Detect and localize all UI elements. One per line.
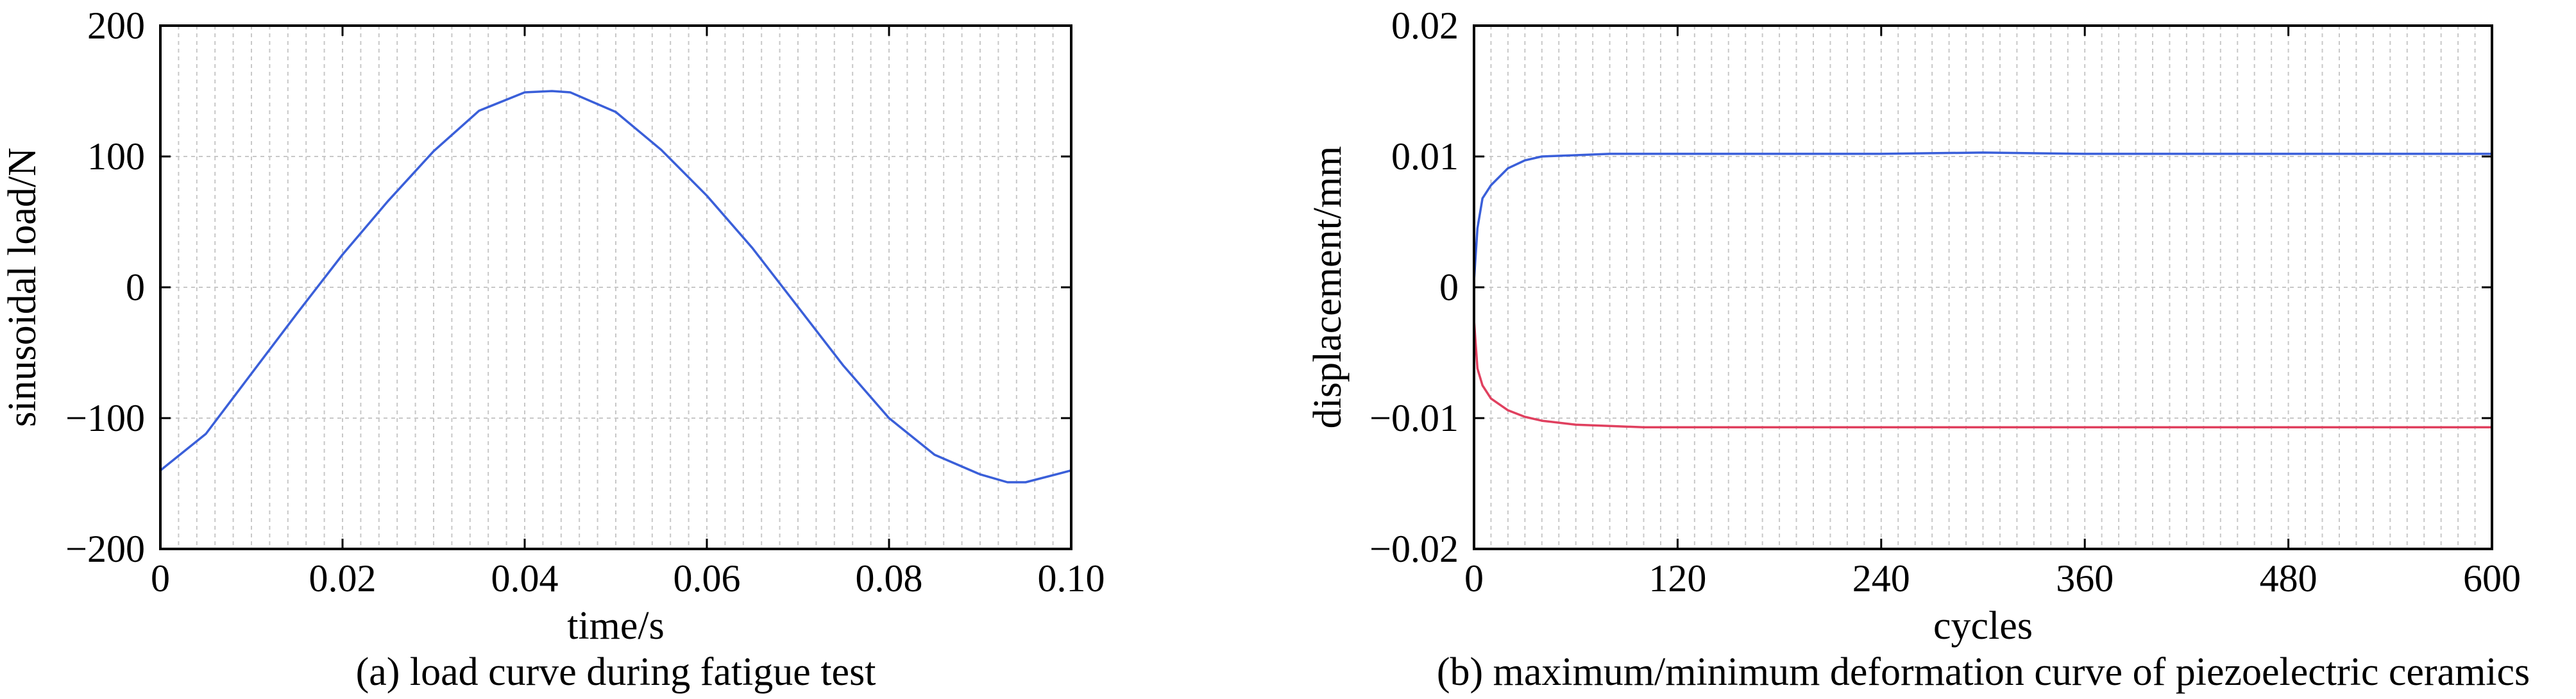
chart-a-xtick-label: 0.06 [674,557,741,600]
chart-a-xtick-label: 0 [151,557,170,600]
chart-a-ytick-label: −200 [65,528,145,570]
chart-b-ytick-label: −0.02 [1369,528,1459,570]
chart-a-ytick-label: −100 [65,397,145,439]
chart-a-xtick-label: 0.10 [1038,557,1105,600]
chart-b-xtick-label: 240 [1852,557,1910,600]
chart-b-caption: (b) maximum/minimum deformation curve of… [1437,650,2530,694]
chart-a-ytick-label: 100 [87,135,145,178]
chart-a-xtick-label: 0.08 [856,557,923,600]
chart-b-xtick-label: 0 [1464,557,1484,600]
chart-b-series-line-1 [1473,151,2492,281]
chart-a-ytick-label: 200 [87,4,145,47]
chart-a-caption: (a) load curve during fatigue test [356,650,876,694]
chart-a-xtick-label: 0.04 [491,557,559,600]
chart-b-ytick-label: 0 [1439,266,1459,308]
chart-b-xtick-label: 480 [2260,557,2318,600]
chart-b-xtick-label: 120 [1648,557,1706,600]
chart-b-xtick-label: 360 [2056,557,2114,600]
chart-b-y-axis-label: displacement/mm [1306,146,1350,429]
chart-a-ytick-label: 0 [126,266,145,308]
chart-b-ytick-label: −0.01 [1369,397,1459,439]
chart-a-series-line-1 [159,90,1072,484]
chart-b-ytick-label: 0.02 [1391,4,1459,47]
chart-b-series-line-2 [1473,319,2492,429]
chart-a-x-axis-label: time/s [567,604,665,648]
chart-b-deformation-curve: 0 120 240 360 480 600 −0.02 −0.01 0 0.01 0.02 cycle… [1306,4,2530,694]
chart-b-xtick-label: 600 [2463,557,2521,600]
chart-b-x-axis-label: cycles [1933,604,2033,648]
chart-a-load-curve: 0 0.02 0.04 0.06 0.08 0.10 −200 −100 0 100 200 time… [1,4,1105,694]
chart-a-y-axis-label: sinusoidal load/N [1,147,44,427]
chart-a-xtick-label: 0.02 [309,557,377,600]
chart-b-ytick-label: 0.01 [1391,135,1459,178]
